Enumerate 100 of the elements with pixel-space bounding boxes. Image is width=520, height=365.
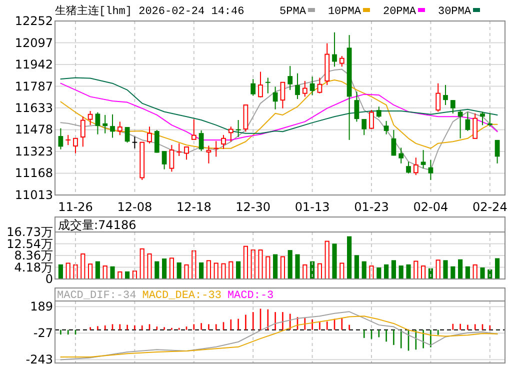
bar [236, 261, 241, 279]
bar [362, 261, 366, 279]
bar [369, 266, 374, 280]
text: MACD_DIF:-34 [57, 290, 137, 302]
candlestick [58, 128, 64, 150]
candlestick [176, 142, 182, 156]
x-tick-label: 12-18 [176, 200, 212, 214]
candlestick [272, 86, 278, 110]
bar [221, 263, 226, 280]
candlestick [213, 140, 220, 158]
candlestick [310, 76, 315, 96]
bar [347, 236, 352, 279]
candlestick [362, 118, 367, 136]
candlestick [465, 112, 470, 132]
candlestick [162, 150, 167, 170]
bar [162, 258, 167, 279]
bar [391, 260, 396, 279]
candlestick [436, 82, 441, 112]
candlestick [280, 82, 286, 109]
bar [376, 267, 382, 279]
candlestick [147, 126, 152, 144]
bar [421, 266, 426, 280]
candlestick [317, 77, 322, 94]
bar [458, 259, 463, 279]
legend-label: 30PMA [438, 6, 472, 18]
candlestick [250, 78, 256, 96]
y-tick-label: 11942 [14, 58, 53, 72]
bar [280, 256, 285, 280]
candlestick [332, 32, 337, 68]
candlestick [406, 161, 411, 174]
line-series [60, 77, 498, 134]
bar [169, 258, 174, 280]
candlestick [369, 110, 374, 130]
bar [214, 262, 218, 280]
x-tick-label: 12-30 [236, 200, 271, 214]
x-tick-label: 12-08 [117, 200, 152, 214]
candlestick [458, 110, 463, 139]
candlestick [221, 134, 226, 150]
bar [465, 266, 470, 279]
candlestick [443, 84, 448, 106]
bar [302, 264, 308, 280]
y-tick-label: 11168 [14, 166, 53, 180]
bar [110, 266, 115, 279]
bar [273, 254, 278, 279]
bar [176, 262, 182, 279]
y-tick-label: 12252 [14, 14, 53, 28]
candlestick [413, 157, 418, 176]
candlestick [124, 126, 130, 144]
y-tick-label: 11633 [14, 100, 53, 115]
candlestick [80, 116, 86, 148]
y-tick-label: 0 [45, 272, 53, 286]
x-tick-label: 02-04 [413, 200, 448, 214]
bar [406, 264, 411, 279]
bar [228, 261, 234, 280]
bar [80, 253, 86, 280]
bar [258, 250, 263, 280]
candlestick [132, 136, 138, 149]
bar [125, 271, 130, 279]
candlestick [73, 138, 78, 154]
candlestick [398, 147, 404, 164]
bar [147, 253, 152, 280]
candlestick [102, 114, 108, 134]
candlestick [191, 118, 196, 140]
bar [73, 264, 78, 280]
y-tick-label: 189 [30, 300, 53, 314]
bar [340, 262, 344, 280]
candlestick [420, 150, 426, 169]
bar [88, 264, 93, 280]
candlestick [184, 146, 189, 160]
candlestick [288, 65, 293, 90]
y-tick-label: 11787 [14, 79, 53, 94]
candlestick [198, 130, 204, 152]
bar [384, 264, 389, 279]
y-tick-label: 11323 [14, 144, 53, 158]
series-label: MACD:-3 [227, 290, 274, 302]
y-tick-label: 4.18万 [14, 260, 53, 274]
bar [495, 258, 500, 279]
y-tick-label: 16.73万 [6, 225, 53, 239]
candlestick [154, 129, 160, 154]
candlestick [228, 126, 234, 142]
bar [472, 264, 478, 280]
candlestick [110, 114, 115, 138]
x-tick-label: 01-23 [354, 200, 389, 214]
bar [480, 267, 485, 279]
bar [66, 262, 70, 280]
candlestick [384, 120, 389, 135]
bar [58, 264, 63, 279]
candlestick [302, 80, 308, 98]
y-tick-label: 11478 [14, 122, 53, 137]
candlestick [258, 71, 263, 98]
candlestick [494, 139, 500, 164]
bar [199, 262, 204, 279]
chart-title: 成交量:74186 [58, 218, 136, 232]
bar [436, 260, 440, 280]
bar [206, 260, 211, 280]
bar [102, 266, 108, 280]
bar [184, 264, 189, 280]
bar [332, 244, 337, 279]
bar [354, 255, 359, 279]
candlestick [450, 100, 456, 114]
